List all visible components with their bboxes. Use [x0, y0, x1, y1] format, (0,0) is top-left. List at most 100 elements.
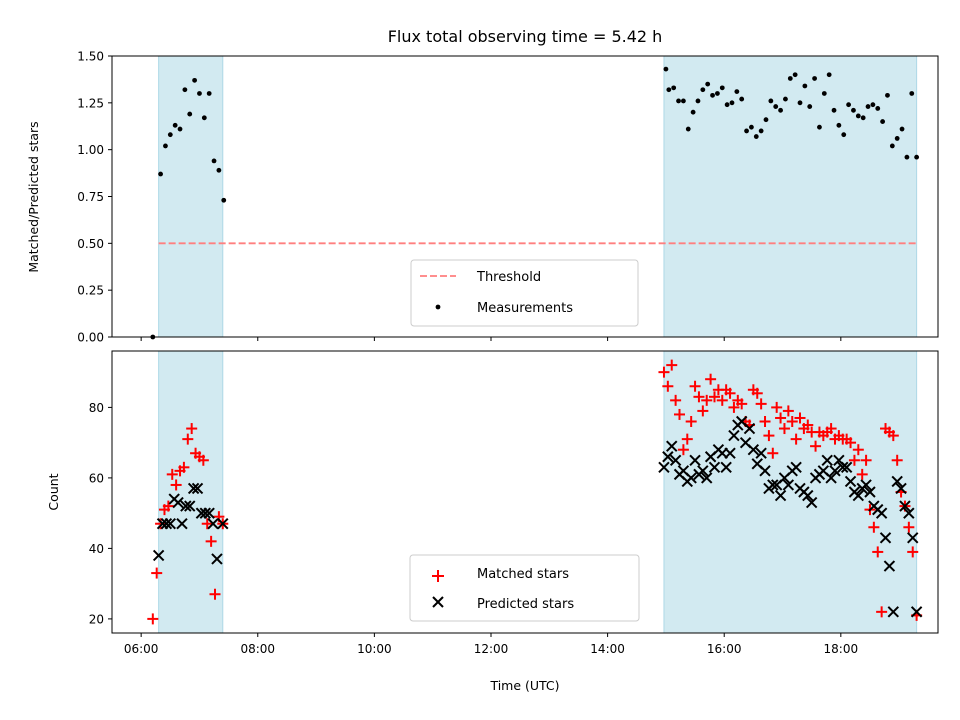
predicted-star-point [199, 507, 211, 519]
predicted-star-point [755, 447, 767, 459]
bottom-legend-box [409, 554, 640, 622]
measurement-point [671, 85, 677, 91]
measurement-point [206, 91, 212, 96]
predicted-star-point [701, 472, 713, 484]
x-tick-label: 06:00 [124, 642, 159, 656]
predicted-star-point [759, 465, 771, 477]
predicted-star-point [203, 507, 215, 519]
top-y-tick-label: 0.00 [77, 331, 104, 345]
matched-star-point [166, 468, 178, 480]
matched-star-point [736, 398, 748, 410]
predicted-star-point [840, 461, 853, 474]
measurement-point [666, 87, 672, 93]
measurement-point [914, 154, 920, 160]
matched-star-point [182, 433, 194, 445]
measurement-point [685, 126, 691, 132]
predicted-star-point [743, 422, 756, 435]
matched-star-point [201, 518, 213, 530]
top-shaded-period-1 [663, 55, 918, 338]
bottom-y-tick-label: 60 [89, 471, 104, 485]
measurement-point [719, 85, 725, 91]
measurement-point [158, 171, 163, 177]
predicted-star-point [184, 500, 196, 512]
measurement-point [880, 119, 886, 124]
measurements-series [150, 66, 920, 340]
predicted-star-point [172, 496, 184, 509]
predicted-star-point [774, 489, 787, 502]
matched-star-point [872, 546, 884, 558]
matched-star-point [685, 416, 697, 427]
legend-matched-swatch [432, 570, 444, 582]
measurement-point [802, 83, 808, 89]
measurement-point [841, 132, 847, 138]
matched-star-point [724, 387, 736, 399]
predicted-star-point [658, 461, 670, 474]
matched-star-point [658, 366, 670, 378]
top-legend: Threshold Measurements [410, 259, 639, 327]
predicted-star-point [837, 461, 849, 474]
measurement-point [860, 115, 866, 121]
measurement-point [192, 77, 198, 83]
predicted-star-point [805, 496, 818, 509]
measurement-point [797, 100, 803, 106]
bottom-y-tick-label: 80 [89, 401, 104, 415]
predicted-star-point [852, 489, 865, 502]
top-y-ticks: 0.00 0.25 0.50 0.75 1.00 1.25 1.50 [77, 50, 112, 345]
x-tick-label: 16:00 [707, 642, 742, 656]
matched-star-point [147, 613, 159, 625]
top-shaded-periods [158, 55, 918, 338]
matched-star-point [825, 423, 837, 435]
measurement-point [773, 104, 779, 109]
measurement-point [705, 81, 711, 87]
predicted-star-point [176, 518, 188, 530]
top-panel: 0.00 0.25 0.50 0.75 1.00 1.25 1.50 Matched/Pre… [26, 50, 939, 345]
top-y-tick-label: 1.50 [77, 50, 104, 64]
measurement-point [211, 158, 217, 164]
matched-star-point [778, 423, 790, 435]
measurement-point [680, 98, 686, 104]
top-legend-box [410, 259, 639, 327]
top-x-ticks [140, 337, 842, 341]
predicted-star-point [891, 475, 903, 488]
measurement-point [778, 107, 783, 113]
matched-star-point [705, 373, 717, 385]
measurement-point [787, 76, 793, 81]
measurement-point [812, 76, 817, 81]
predicted-star-point [728, 429, 740, 442]
measurement-point [855, 113, 861, 119]
matched-star-point [887, 430, 899, 442]
matched-star-point [151, 567, 163, 579]
matched-star-point [197, 454, 209, 466]
measurement-point [663, 66, 669, 72]
bottom-panel-frame [111, 350, 939, 634]
measurement-point [792, 72, 798, 78]
matched-star-point [790, 433, 802, 445]
predicted-star-point [152, 549, 165, 562]
predicted-star-point [903, 507, 915, 519]
measurement-point [216, 167, 222, 173]
measurement-point [821, 91, 827, 96]
x-tick-label: 08:00 [240, 642, 275, 656]
matched-star-point [693, 391, 705, 403]
predicted-star-point [697, 465, 709, 477]
chart-title: Flux total observing time = 5.42 h [388, 27, 663, 46]
measurement-point [744, 128, 749, 134]
legend-matched-label: Matched stars [477, 567, 569, 582]
predicted-star-point [708, 461, 721, 474]
measurement-point [197, 91, 202, 96]
predicted-star-point [825, 472, 837, 484]
predicted-star-point [164, 518, 177, 530]
matched-star-point [670, 394, 682, 406]
x-tick-label: 18:00 [824, 642, 859, 656]
top-y-tick-label: 1.25 [77, 96, 104, 110]
predicted-star-point [907, 532, 919, 544]
measurement-point [182, 87, 188, 93]
measurement-point [201, 115, 207, 121]
predicted-star-point [844, 475, 857, 488]
matched-star-point [662, 380, 674, 392]
bottom-shaded-period-1 [663, 350, 918, 634]
legend-measurements-label: Measurements [477, 301, 573, 316]
predicted-star-point [910, 606, 923, 618]
measurement-point [163, 143, 168, 149]
